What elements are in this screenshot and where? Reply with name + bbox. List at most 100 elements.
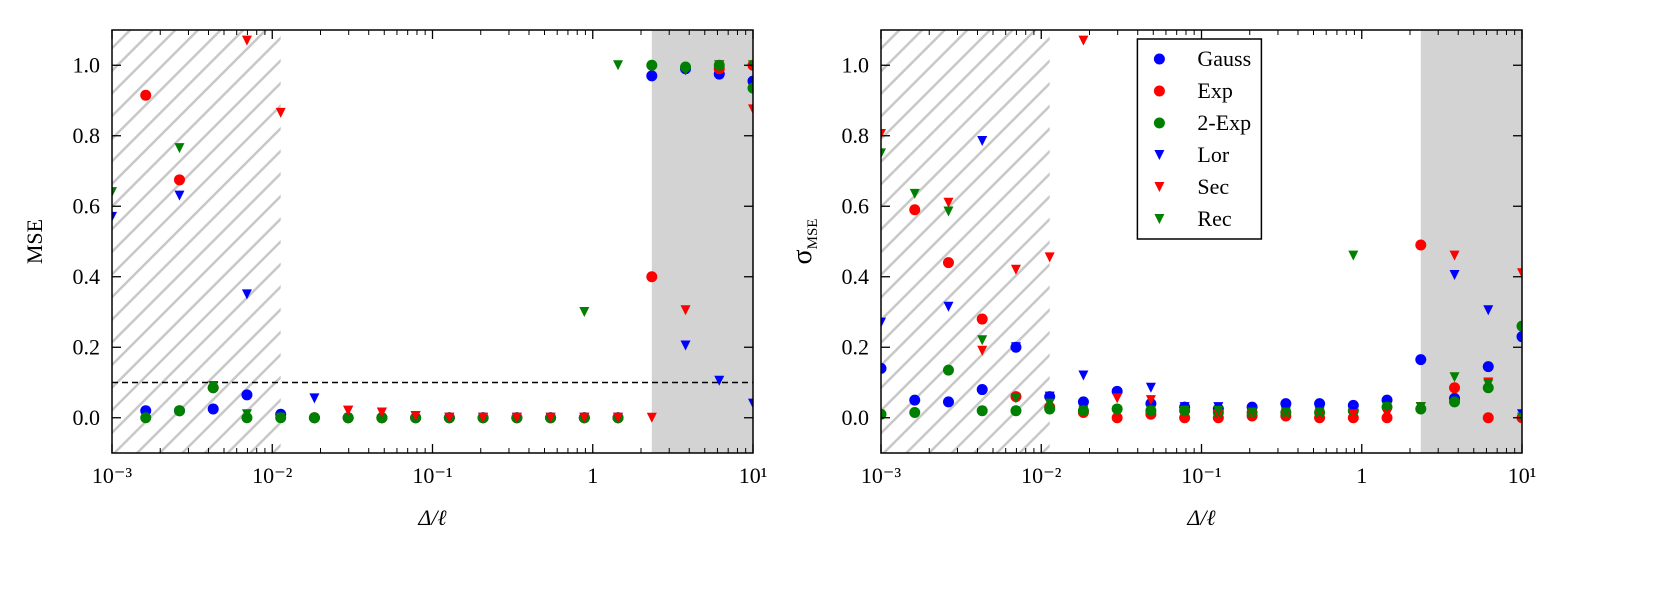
- shaded-region: [881, 30, 1050, 453]
- x-tick-label: 10⁻³: [92, 463, 133, 488]
- point: [1010, 264, 1021, 275]
- point: [943, 301, 954, 312]
- point: [680, 305, 691, 316]
- x-tick-label: 10⁻²: [252, 463, 293, 488]
- point: [748, 104, 753, 115]
- point: [342, 412, 354, 424]
- point: [976, 405, 988, 417]
- point: [478, 412, 489, 423]
- point: [646, 271, 658, 283]
- point: [646, 412, 657, 423]
- point: [1247, 407, 1258, 418]
- x-tick-label: 1: [1356, 463, 1367, 488]
- point: [1516, 320, 1522, 332]
- point: [275, 107, 286, 118]
- x-tick-label: 1: [587, 463, 598, 488]
- legend-marker: [1154, 214, 1165, 224]
- point: [207, 403, 219, 415]
- point: [881, 408, 887, 420]
- point: [140, 412, 152, 424]
- x-axis-label: Δ/ℓ: [1186, 505, 1216, 530]
- point: [1449, 250, 1460, 261]
- plot-area: [881, 30, 1522, 453]
- point: [613, 60, 624, 71]
- point: [241, 35, 252, 46]
- point: [511, 412, 522, 423]
- point: [1482, 412, 1494, 424]
- point: [1415, 402, 1426, 413]
- axes-frame: [880, 29, 1523, 454]
- y-tick-label: 0.8: [842, 123, 870, 148]
- point: [714, 60, 725, 71]
- y-tick-label: 0.4: [842, 264, 870, 289]
- point: [1348, 409, 1359, 420]
- point: [1010, 393, 1021, 404]
- y-axis-label-main: σ: [787, 249, 818, 264]
- shaded-region: [112, 30, 281, 453]
- point: [545, 412, 556, 423]
- legend-marker: [1153, 53, 1165, 65]
- y-tick-label: 1.0: [842, 52, 870, 77]
- point: [909, 406, 921, 418]
- point: [1044, 252, 1055, 263]
- legend-label: Exp: [1197, 78, 1232, 103]
- point: [1314, 407, 1325, 418]
- point: [881, 128, 886, 139]
- point: [1078, 405, 1089, 416]
- point: [909, 188, 920, 199]
- point: [1044, 391, 1055, 402]
- point: [1044, 398, 1055, 409]
- point: [909, 394, 921, 406]
- point: [174, 190, 185, 201]
- x-tick-label: 10⁻³: [861, 463, 902, 488]
- point: [140, 89, 152, 101]
- point: [1449, 269, 1460, 280]
- panel: 0.0 0.2 0.4 0.6 0.8 1.0 10⁻³ 10⁻² 10⁻¹ 1 10¹ Δ/ℓ σMS…: [787, 29, 1537, 530]
- point: [1213, 405, 1224, 416]
- y-tick-label: 0.4: [73, 264, 101, 289]
- point: [241, 289, 252, 300]
- point: [881, 148, 886, 159]
- legend-marker: [1153, 117, 1165, 129]
- point: [1077, 396, 1089, 408]
- point: [241, 389, 253, 401]
- shaded-region: [1420, 30, 1522, 453]
- point: [881, 317, 886, 328]
- axes-frame: [111, 29, 754, 454]
- point: [1482, 361, 1494, 373]
- plot-area: [112, 30, 753, 453]
- y-axis-label-main: MSE: [22, 219, 47, 264]
- point: [376, 407, 387, 418]
- legend-marker: [1154, 182, 1165, 192]
- point: [1010, 405, 1022, 417]
- point: [1044, 403, 1056, 415]
- point: [1145, 395, 1156, 406]
- y-axis-label-sub: MSE: [805, 219, 821, 250]
- point: [977, 345, 988, 356]
- point: [1483, 305, 1494, 316]
- point: [444, 412, 455, 423]
- y-tick-label: 0.2: [842, 334, 870, 359]
- point: [747, 82, 753, 94]
- shaded-region: [651, 30, 753, 453]
- legend-box: [1136, 38, 1263, 240]
- legend-label: 2-Exp: [1197, 110, 1251, 135]
- point: [173, 405, 185, 417]
- point: [174, 143, 185, 154]
- panel: 0.0 0.2 0.4 0.6 0.8 1.0 10⁻³ 10⁻² 10⁻¹ 1 10¹ Δ/ℓ MSE: [22, 29, 767, 530]
- point: [1449, 382, 1461, 394]
- point: [376, 412, 388, 424]
- point: [646, 70, 658, 82]
- legend-label: Rec: [1197, 206, 1231, 231]
- point: [112, 211, 117, 222]
- y-tick-label: 1.0: [73, 52, 101, 77]
- x-tick-label: 10¹: [1508, 463, 1537, 488]
- point: [1348, 250, 1359, 261]
- y-tick-label: 0.6: [842, 193, 870, 218]
- point: [112, 187, 117, 198]
- x-axis-label: Δ/ℓ: [417, 505, 447, 530]
- point: [1145, 405, 1156, 416]
- point: [977, 335, 988, 346]
- point: [579, 307, 590, 317]
